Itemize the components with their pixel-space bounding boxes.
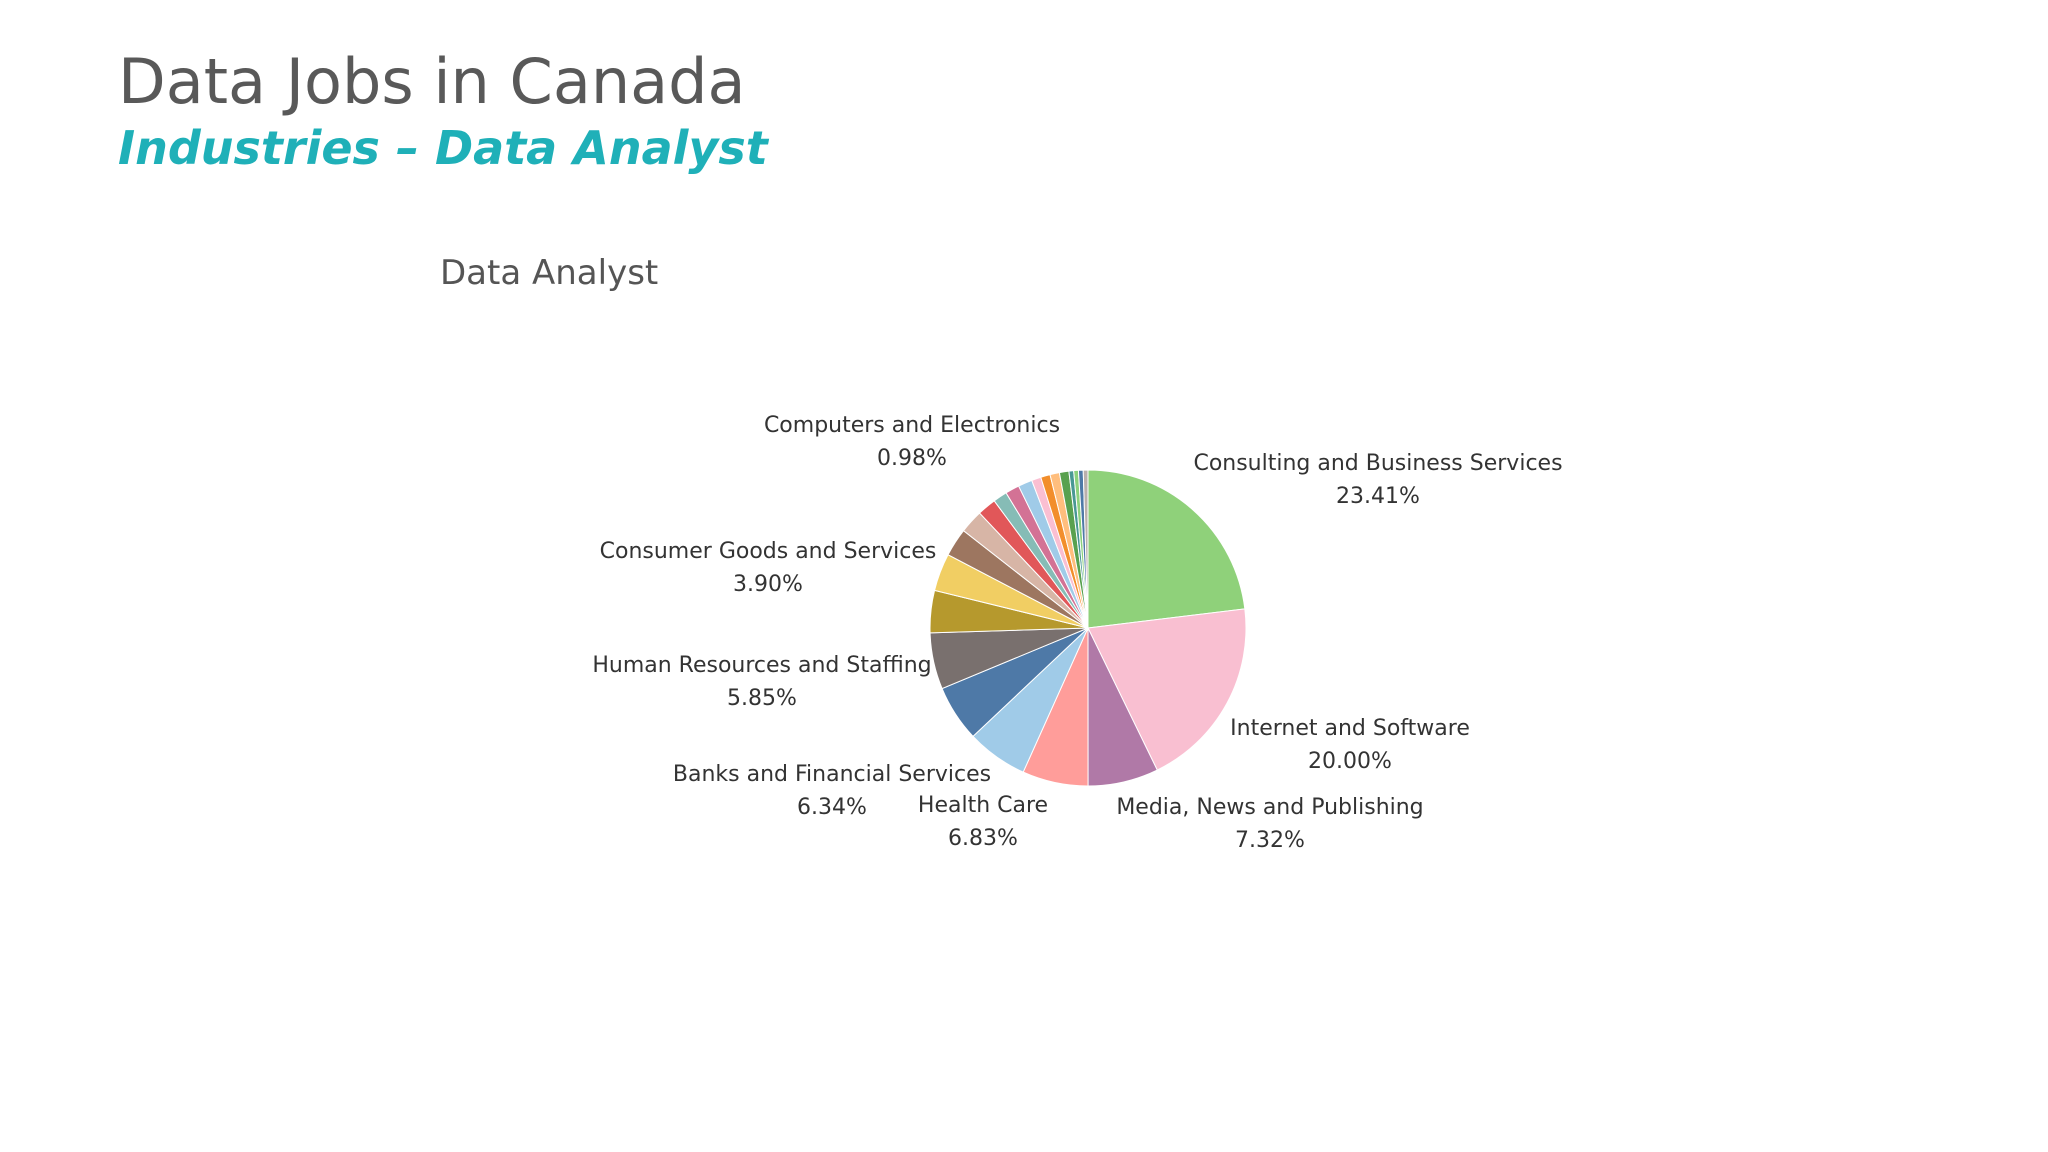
slice-value-label: 0.98% [877,446,947,471]
slice-value-label: 6.83% [948,826,1018,851]
slice-label: Banks and Financial Services [673,762,991,787]
pie-slices [929,469,1247,787]
slice-value-label: 5.85% [727,686,797,711]
pie-slice [1087,608,1247,771]
slice-label: Consumer Goods and Services [600,539,937,564]
pie-slice [1082,469,1089,629]
slide-title: Data Jobs in Canada [118,45,746,118]
slice-value-label: 3.90% [733,572,803,597]
slice-value-label: 20.00% [1308,749,1392,774]
slice-label: Human Resources and Staffing [592,653,931,678]
chart-title: Data Analyst [440,253,658,293]
slice-label: Computers and Electronics [764,413,1060,438]
pie-slice [1087,469,1246,629]
slice-value-label: 6.34% [797,795,867,820]
slice-label: Consulting and Business Services [1193,451,1562,476]
slice-value-label: 23.41% [1336,484,1420,509]
slide-subtitle: Industries – Data Analyst [118,121,768,175]
slice-value-label: 7.32% [1235,828,1305,853]
slice-label: Health Care [918,793,1048,818]
slice-label: Media, News and Publishing [1116,795,1423,820]
pie-labels: Consulting and Business Services 23.41% In… [592,413,1562,853]
slice-label: Internet and Software [1230,716,1470,741]
